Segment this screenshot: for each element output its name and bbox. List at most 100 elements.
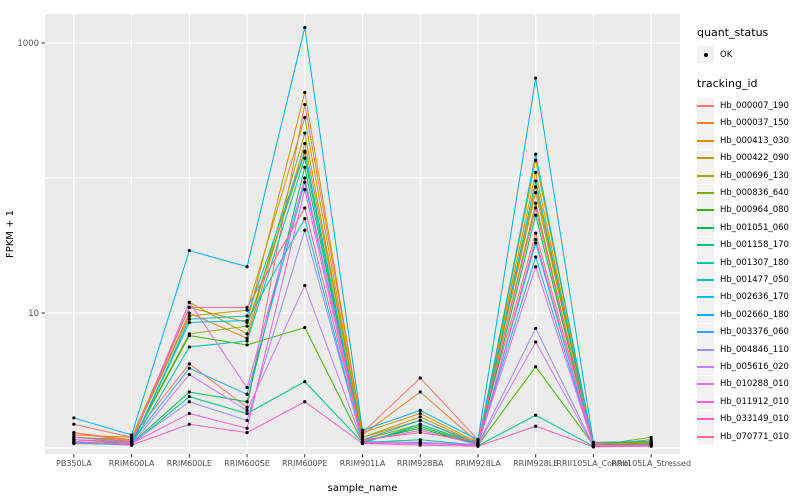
data-point (245, 426, 249, 430)
legend-item-label: Hb_002636_170 (720, 292, 789, 303)
data-point (303, 90, 307, 95)
data-point (72, 416, 76, 420)
x-tick-label: RRIM928LA (455, 459, 501, 468)
legend-item: Hb_000007_190 (697, 97, 800, 115)
data-point (534, 179, 538, 183)
legend-item: Hb_000696_130 (697, 167, 800, 185)
x-tick-label: RRIM928BA (397, 459, 444, 468)
x-tick-label: RRIM600PE (282, 459, 328, 468)
data-point (72, 422, 76, 426)
legend-line-swatch (697, 105, 714, 108)
data-point (303, 131, 307, 135)
data-point (187, 311, 191, 315)
legend-item-label: Hb_010288_010 (720, 379, 789, 390)
x-tick-label: RRII105LA_Stressed (611, 459, 691, 468)
data-point (72, 431, 76, 435)
x-tick-label: RRIM600LA (109, 459, 155, 468)
legend-item-label: Hb_070771_010 (720, 431, 789, 442)
legend-item-label: Hb_033149_010 (720, 414, 789, 425)
line-key-box (697, 184, 714, 202)
data-point (187, 317, 191, 321)
legend-item-label: Hb_003376_060 (720, 327, 789, 338)
legend-line-swatch (697, 226, 714, 229)
data-point (534, 365, 538, 369)
data-point (591, 443, 596, 447)
data-point (245, 386, 249, 390)
legend: quant_status OK tracking_id Hb_000007_19… (697, 26, 800, 459)
legend-item: Hb_003376_060 (697, 323, 800, 341)
legend-item-label: Hb_002660_180 (720, 309, 789, 320)
data-point (187, 372, 191, 377)
line-key-box (697, 201, 714, 219)
legend-item: Hb_002636_170 (697, 288, 800, 306)
data-point (303, 149, 307, 153)
legend-item: Hb_000413_030 (697, 132, 800, 150)
legend-quant-status: quant_status OK (697, 26, 800, 64)
data-point (245, 324, 249, 328)
data-point (245, 339, 249, 343)
legend-line-swatch (697, 209, 714, 212)
data-point (360, 441, 365, 446)
legend-items: Hb_000007_190 Hb_000037_150 Hb_000413_030 H… (697, 97, 800, 445)
data-point (187, 422, 191, 426)
legend-item: Hb_002660_180 (697, 306, 800, 324)
legend-item-label: Hb_000964_080 (720, 205, 789, 216)
legend-item-label: Hb_000422_090 (720, 153, 789, 164)
data-point (418, 418, 422, 423)
data-point (187, 334, 191, 338)
point-key-box (697, 46, 714, 64)
legend-tracking-id: tracking_id Hb_000007_190 Hb_000037_150 Hb… (697, 77, 800, 445)
y-tick-label: 1000 (17, 39, 39, 49)
legend-item: Hb_001158_170 (697, 236, 800, 254)
x-tick-label: RRIM600SE (224, 459, 270, 468)
legend-line-swatch (697, 435, 714, 438)
line-key-box (697, 323, 714, 341)
line-key-box (697, 410, 714, 428)
line-key-box (697, 288, 714, 306)
data-point (534, 170, 538, 175)
data-point (245, 405, 249, 409)
legend-item-label: Hb_004846_110 (720, 344, 789, 355)
legend-line-swatch (697, 244, 714, 247)
data-point (187, 366, 191, 370)
legend-item-label: Hb_000007_190 (720, 101, 789, 112)
data-point (360, 431, 365, 435)
legend-line-swatch (697, 174, 714, 177)
line-key-box (697, 236, 714, 254)
data-point (534, 424, 538, 428)
data-point (187, 390, 191, 394)
data-point (72, 433, 76, 437)
legend-line-swatch (697, 313, 714, 316)
data-point (418, 390, 422, 394)
legend-item-label: Hb_001158_170 (720, 240, 789, 251)
data-point (534, 206, 538, 210)
data-point (187, 305, 191, 310)
data-point (303, 180, 307, 184)
data-point (649, 443, 653, 447)
legend-item-ok: OK (697, 46, 800, 64)
data-point (360, 433, 365, 437)
legend-title-quant-status: quant_status (697, 26, 769, 39)
data-point (245, 400, 249, 404)
data-point (187, 320, 191, 325)
data-point (360, 438, 365, 442)
legend-line-swatch (697, 296, 714, 299)
data-point (245, 318, 249, 323)
data-point (129, 443, 134, 447)
data-point (303, 165, 307, 169)
data-point (649, 439, 653, 443)
data-point (187, 400, 191, 404)
legend-item: Hb_010288_010 (697, 375, 800, 393)
legend-item-label: Hb_000413_030 (720, 135, 789, 146)
legend-item: Hb_011912_010 (697, 393, 800, 411)
data-point (303, 283, 307, 288)
legend-item: Hb_000037_150 (697, 114, 800, 132)
data-point (245, 343, 249, 347)
data-point (72, 435, 76, 439)
legend-item-label: Hb_001477_050 (720, 274, 789, 285)
legend-line-swatch (697, 261, 714, 264)
legend-line-swatch (697, 331, 714, 334)
x-tick-label: RRIM928LE (513, 459, 558, 468)
